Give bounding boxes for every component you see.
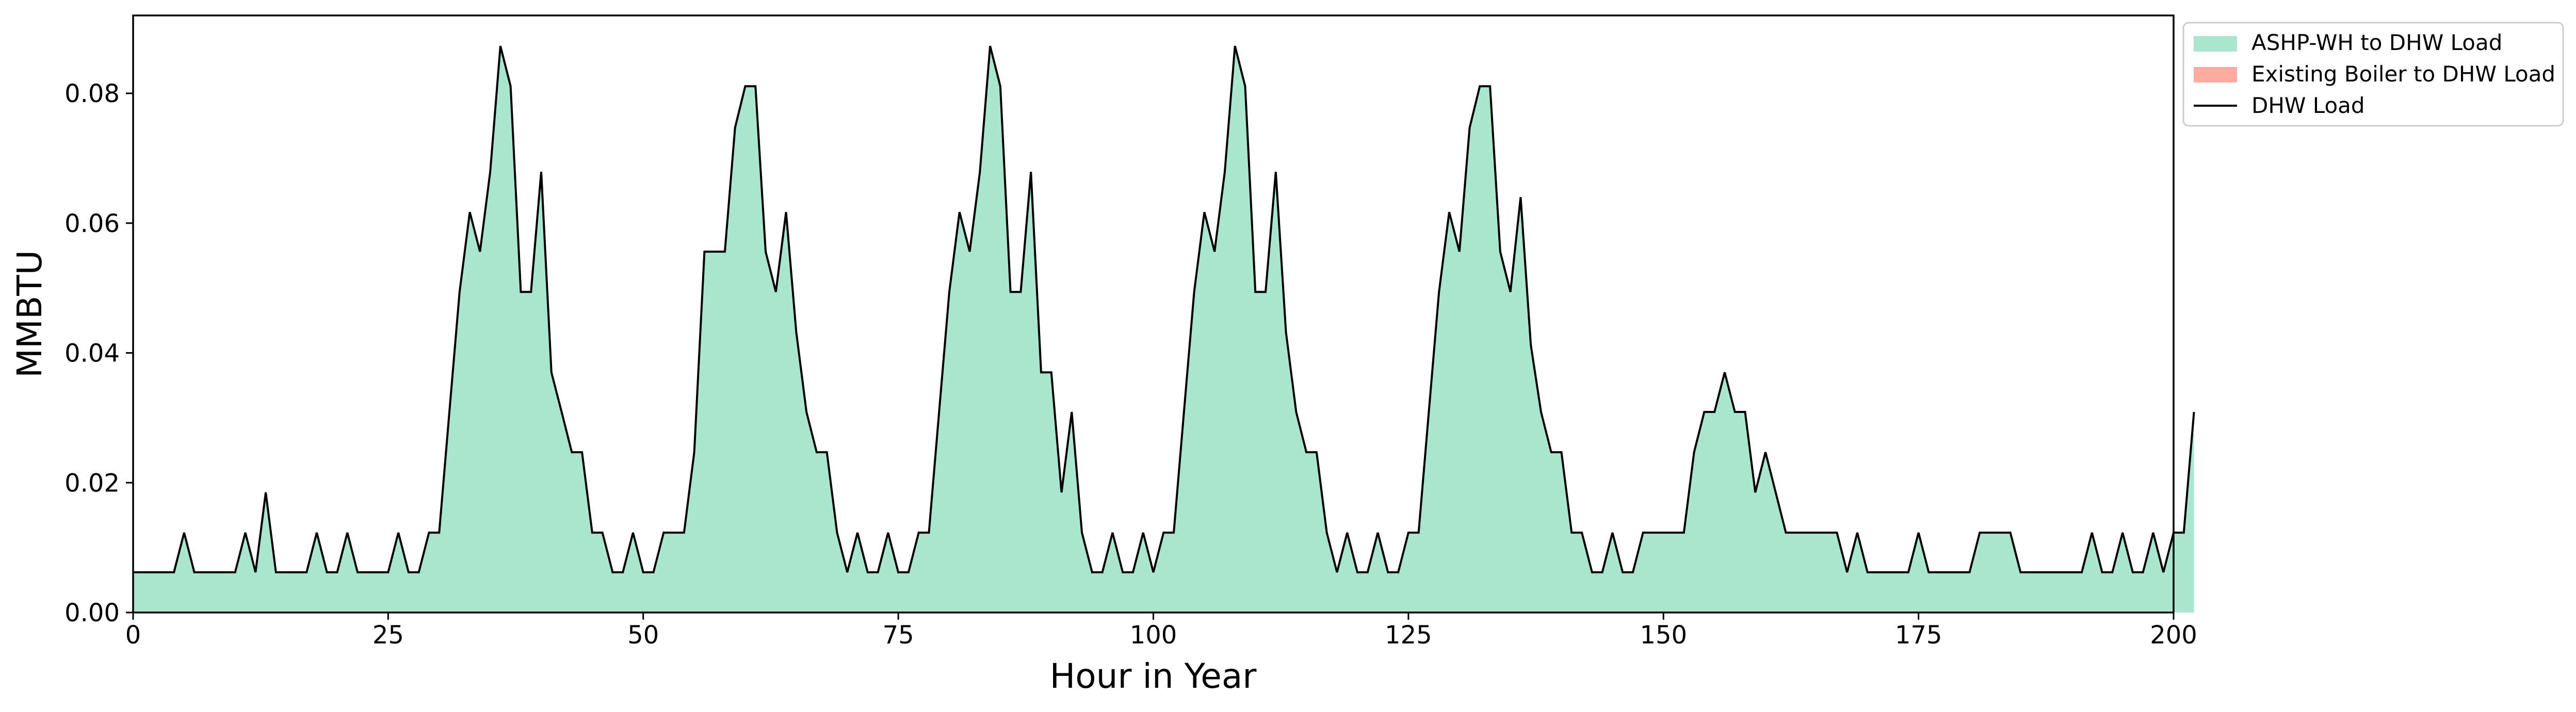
- x-tick-label: 25: [372, 621, 404, 650]
- legend: ASHP-WH to DHW Load Existing Boiler to D…: [2182, 22, 2564, 127]
- legend-label-dhw-load: DHW Load: [2251, 93, 2365, 118]
- legend-label-ashp-wh: ASHP-WH to DHW Load: [2251, 30, 2502, 55]
- y-tick-label: 0.04: [64, 339, 120, 368]
- x-tick-label: 175: [1895, 621, 1942, 650]
- legend-swatch-ashp-wh: [2194, 36, 2237, 52]
- y-tick-label: 0.06: [64, 209, 120, 238]
- x-tick-label: 200: [2150, 621, 2197, 650]
- x-tick-label: 50: [627, 621, 659, 650]
- legend-frame: [2182, 22, 2564, 127]
- x-tick-label: 150: [1640, 621, 1687, 650]
- y-axis-ticks: 0.00 0.02 0.04 0.06 0.08: [64, 79, 133, 627]
- x-tick-label: 75: [883, 621, 914, 650]
- x-tick-label: 100: [1130, 621, 1177, 650]
- legend-label-existing-boiler: Existing Boiler to DHW Load: [2251, 61, 2555, 87]
- x-axis-ticks: 0 25 50 75 100 125 150 175 200: [125, 612, 2197, 650]
- y-tick-label: 0.00: [64, 599, 120, 627]
- series-line-dhw-load: [133, 45, 2195, 573]
- y-tick-label: 0.02: [64, 469, 120, 498]
- y-tick-label: 0.08: [64, 79, 120, 108]
- x-axis-label: Hour in Year: [1050, 656, 1257, 696]
- x-tick-label: 125: [1385, 621, 1432, 650]
- series-area-ashp-wh: [133, 46, 2194, 612]
- y-axis-label: MMBTU: [10, 250, 50, 378]
- legend-swatch-existing-boiler: [2194, 67, 2237, 82]
- x-tick-label: 0: [125, 621, 141, 650]
- plot-layer: [133, 45, 2195, 612]
